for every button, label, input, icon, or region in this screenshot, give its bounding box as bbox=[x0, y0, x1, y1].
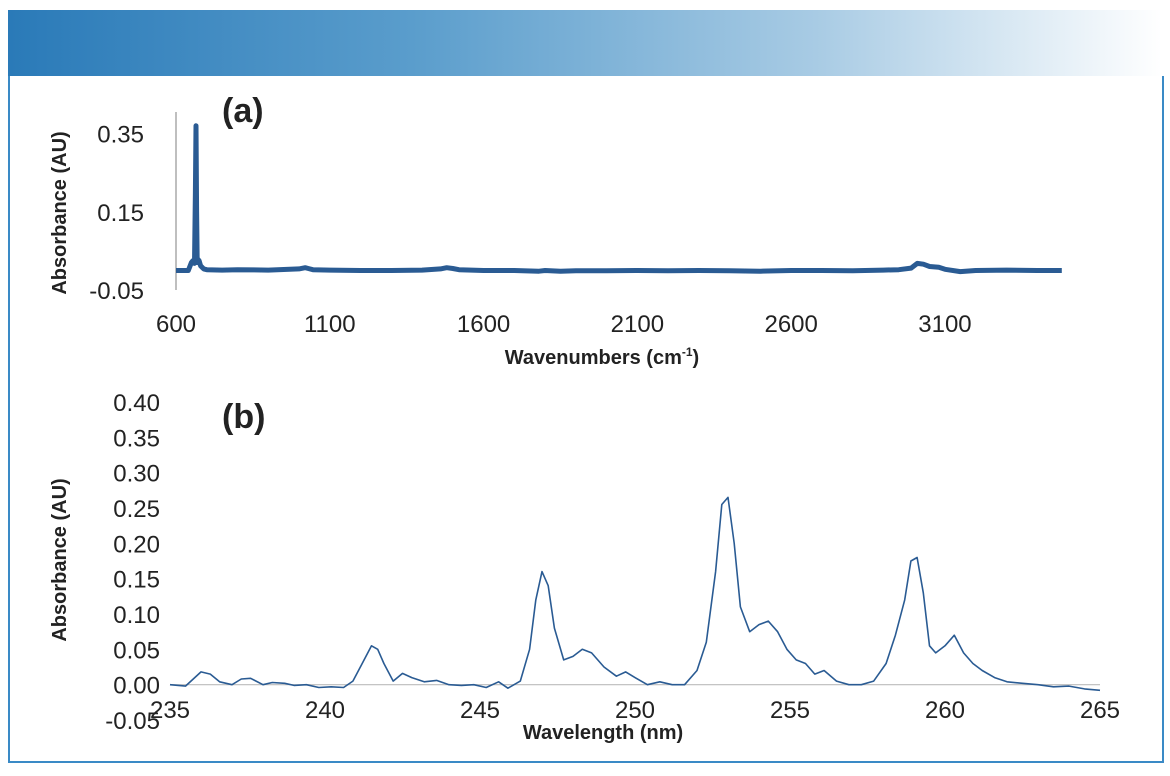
panel-b-y-tick-label: 0.30 bbox=[113, 461, 160, 488]
panel-b-y-tick-label: 0.35 bbox=[113, 425, 160, 452]
panel-b-y-tick-label: 0.25 bbox=[113, 496, 160, 523]
panel-b-label: (b) bbox=[222, 398, 265, 436]
panel-a-y-tick-label: 0.35 bbox=[97, 122, 144, 149]
panel-b-y-tick-label: 0.10 bbox=[113, 602, 160, 629]
header-banner bbox=[8, 10, 1162, 76]
panel-a-label: (a) bbox=[222, 92, 264, 130]
panel-b-spectrum-line bbox=[169, 496, 1101, 692]
panel-a-spectrum-line bbox=[176, 123, 1062, 275]
panel-b-y-tick-label: 0.00 bbox=[113, 673, 160, 700]
panel-a: 0.35 0.15 -0.05 600 1100 1600 2100 2600 3100 (a… bbox=[49, 92, 1062, 369]
panel-a-y-tick-label: 0.15 bbox=[97, 200, 144, 227]
panel-a-x-tick-label: 3100 bbox=[918, 311, 971, 338]
panel-a-x-tick-label: 2100 bbox=[611, 311, 664, 338]
panel-a-x-tick-label: 1100 bbox=[304, 311, 356, 338]
panel-b-y-axis-label: Absorbance (AU) bbox=[49, 478, 71, 641]
panel-b-x-tick-label: 245 bbox=[460, 697, 500, 724]
figure-frame bbox=[8, 76, 1164, 763]
panel-b-y-tick-label: 0.40 bbox=[113, 390, 160, 417]
panel-b-y-tick-label: 0.15 bbox=[113, 567, 160, 594]
panel-b-x-tick-label: 240 bbox=[305, 697, 345, 724]
panel-b-y-tick-label: -0.05 bbox=[105, 708, 160, 735]
panel-b-y-tick-label: 0.20 bbox=[113, 531, 160, 558]
panel-b-y-tick-label: 0.05 bbox=[113, 637, 160, 664]
panel-b: 0.40 0.35 0.30 0.25 0.20 0.15 0.10 0.05 0.00 -0.0… bbox=[49, 390, 1120, 744]
panel-a-x-tick-label: 2600 bbox=[764, 311, 817, 338]
panel-b-x-tick-label: 235 bbox=[150, 697, 190, 724]
panel-a-x-tick-label: 600 bbox=[156, 311, 196, 338]
panel-a-y-axis-label: Absorbance (AU) bbox=[49, 131, 71, 294]
panel-b-x-tick-label: 255 bbox=[770, 697, 810, 724]
panel-b-x-axis-label: Wavelength (nm) bbox=[523, 722, 683, 744]
panel-b-x-tick-label: 265 bbox=[1080, 697, 1120, 724]
panel-b-x-tick-label: 250 bbox=[615, 697, 655, 724]
panel-a-y-tick-label: -0.05 bbox=[89, 278, 144, 305]
panel-a-x-tick-label: 1600 bbox=[457, 311, 510, 338]
panel-b-x-tick-label: 260 bbox=[925, 697, 965, 724]
panel-a-x-axis-label: Wavenumbers (cm-1) bbox=[505, 345, 699, 369]
